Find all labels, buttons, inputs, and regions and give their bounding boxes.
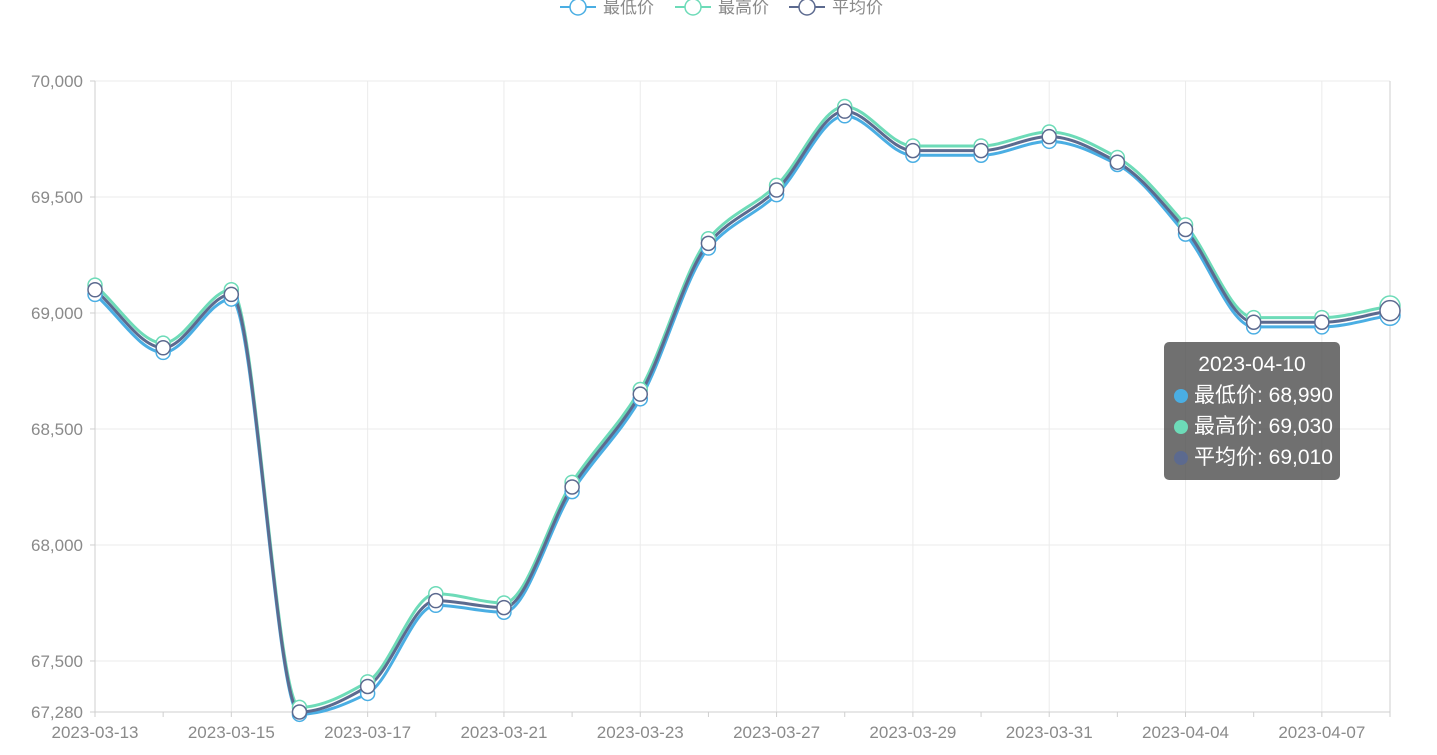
point-avg[interactable]	[87, 282, 103, 298]
point-avg[interactable]	[1041, 128, 1057, 145]
y-tick-label: 68,500	[31, 420, 83, 439]
legend[interactable]: 最低价 最高价 平均价	[560, 0, 883, 17]
point-avg[interactable]	[1379, 299, 1401, 322]
tooltip-dot-avg	[1174, 450, 1188, 465]
x-tick-label: 2023-03-29	[869, 723, 956, 742]
tooltip-title: 2023-04-10	[1198, 353, 1306, 376]
tooltip-dot-high	[1174, 419, 1188, 434]
legend-label-high: 最高价	[718, 0, 769, 17]
series-lines[interactable]	[94, 105, 1391, 716]
y-tick-label: 69,000	[31, 304, 83, 323]
legend-item-low[interactable]: 最低价	[560, 0, 654, 17]
series-line-avg[interactable]	[94, 109, 1391, 714]
point-avg[interactable]	[359, 678, 376, 695]
point-avg[interactable]	[632, 386, 649, 402]
tooltip-row-avg: 平均价: 69,010	[1174, 442, 1333, 473]
x-tick-label: 2023-03-15	[188, 723, 275, 742]
point-avg[interactable]	[496, 599, 512, 616]
x-tick-label: 2023-03-13	[52, 723, 139, 742]
point-avg[interactable]	[1245, 314, 1262, 331]
tooltip-text-avg: 平均价: 69,010	[1194, 446, 1333, 469]
tooltip-row-low: 最低价: 68,990	[1174, 380, 1333, 411]
point-avg[interactable]	[564, 479, 580, 495]
y-tick-label: 69,500	[31, 188, 83, 207]
y-tick-label: 67,280	[31, 703, 83, 722]
tooltip-text-low: 最低价: 68,990	[1194, 384, 1333, 407]
legend-label-low: 最低价	[603, 0, 654, 17]
point-avg[interactable]	[836, 103, 853, 119]
point-avg[interactable]	[1177, 221, 1194, 238]
x-tick-label: 2023-03-17	[324, 723, 411, 742]
y-axis-labels: 70,000 69,500 69,000 68,500 68,000 67,500 67,2…	[31, 72, 83, 722]
point-avg[interactable]	[700, 235, 717, 252]
point-avg[interactable]	[155, 340, 171, 356]
tooltip: 2023-04-10 最低价: 68,990 最高价: 69,030 平均价: …	[1164, 342, 1340, 480]
x-tick-label: 2023-03-31	[1006, 723, 1093, 742]
x-tick-label: 2023-03-27	[733, 723, 820, 742]
legend-marker-high	[684, 0, 702, 16]
tooltip-dot-low	[1174, 388, 1188, 403]
series-points[interactable]	[87, 98, 1401, 723]
point-avg[interactable]	[768, 182, 785, 198]
legend-item-high[interactable]: 最高价	[675, 0, 769, 17]
x-tick-label: 2023-04-04	[1142, 723, 1229, 742]
point-avg[interactable]	[428, 592, 444, 609]
tooltip-row-high: 最高价: 69,030	[1174, 411, 1333, 442]
x-tick-label: 2023-03-21	[460, 723, 547, 742]
tooltip-text-high: 最高价: 69,030	[1194, 415, 1333, 438]
legend-marker-low	[569, 0, 587, 16]
y-tick-label: 67,500	[31, 652, 83, 671]
legend-item-avg[interactable]: 平均价	[789, 0, 883, 17]
y-tick-label: 70,000	[31, 72, 83, 91]
y-tick-label: 68,000	[31, 536, 83, 555]
point-avg[interactable]	[291, 704, 308, 720]
x-tick-label: 2023-03-23	[597, 723, 684, 742]
point-avg[interactable]	[1109, 154, 1126, 170]
legend-marker-avg	[798, 0, 816, 16]
x-tick-label: 2023-04-07	[1278, 723, 1365, 742]
point-avg[interactable]	[973, 142, 989, 159]
legend-label-avg: 平均价	[832, 0, 883, 17]
point-avg[interactable]	[223, 286, 240, 303]
x-axis-labels: 2023-03-13 2023-03-15 2023-03-17 2023-03-21…	[52, 723, 1366, 742]
point-avg[interactable]	[905, 142, 921, 159]
point-avg[interactable]	[1314, 314, 1330, 331]
